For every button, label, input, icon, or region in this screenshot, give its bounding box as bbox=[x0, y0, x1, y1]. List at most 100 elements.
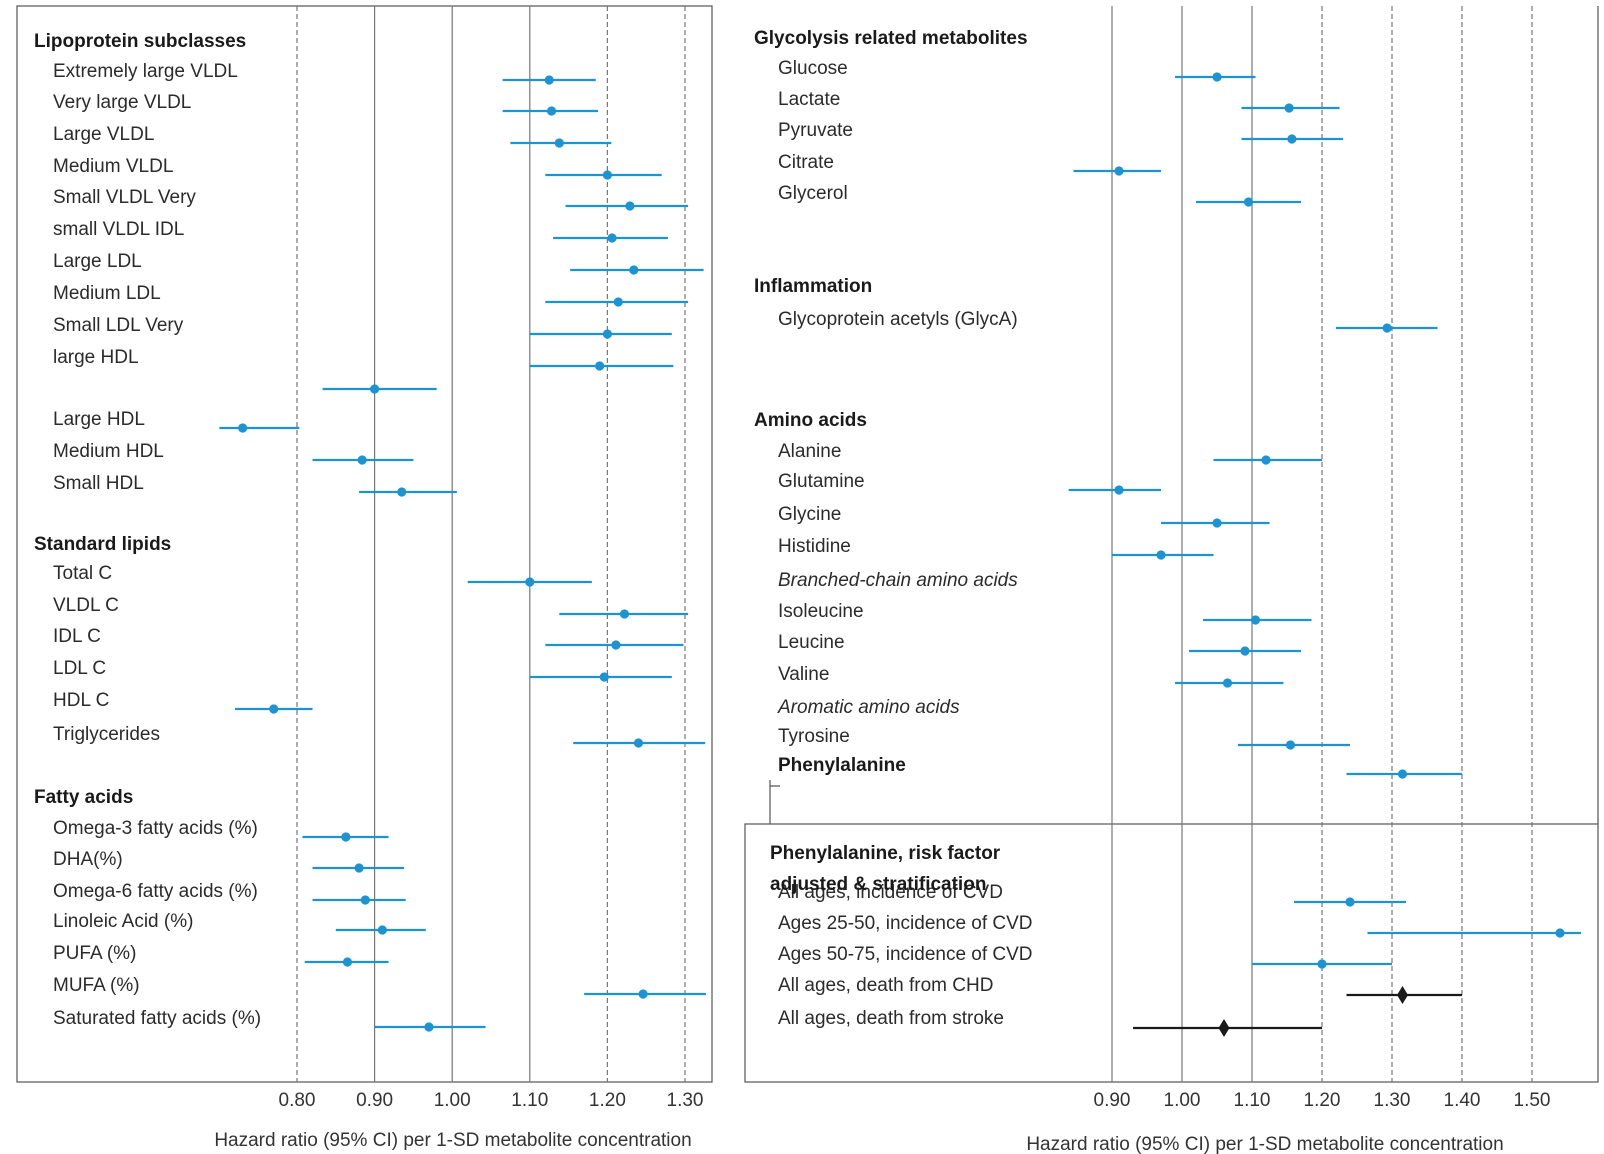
point-estimate-dot bbox=[1156, 550, 1166, 560]
point-estimate-dot bbox=[602, 170, 613, 180]
row-label: Triglycerides bbox=[53, 724, 160, 745]
row-label: All ages, incidence of CVD bbox=[778, 882, 1003, 903]
point-estimate-dot bbox=[360, 895, 370, 905]
row-label: Large LDL bbox=[53, 251, 142, 272]
right-row-alanine: Alanine bbox=[778, 441, 1322, 465]
left-row-idl-c: IDL C bbox=[53, 626, 684, 650]
point-estimate-dot bbox=[525, 577, 535, 587]
left-tick-label: 0.80 bbox=[279, 1090, 316, 1111]
inset-title-line-1: Phenylalanine, risk factor bbox=[770, 843, 1001, 864]
left-gridlines bbox=[296, 6, 686, 1082]
row-label: Medium VLDL bbox=[53, 156, 173, 177]
row-label: LDL C bbox=[53, 658, 106, 679]
right-row-amino-acids: Amino acids bbox=[754, 410, 867, 431]
subsection-header: Aromatic amino acids bbox=[777, 697, 960, 718]
section-header: Fatty acids bbox=[34, 787, 133, 808]
point-estimate-dot bbox=[269, 704, 279, 714]
row-label: Glycine bbox=[778, 504, 841, 525]
row-label: large HDL bbox=[53, 347, 139, 368]
inset-row-all-ages-death-from-stroke: All ages, death from stroke bbox=[778, 1008, 1322, 1037]
left-row-large-ldl: Large LDL bbox=[53, 251, 704, 275]
point-estimate-dot bbox=[397, 487, 407, 497]
point-estimate-dot bbox=[370, 384, 380, 394]
inset-row-all-ages-death-from-chd: All ages, death from CHD bbox=[778, 975, 1462, 1004]
row-label: Omega-6 fatty acids (%) bbox=[53, 881, 258, 902]
inset-title-line-2: adjusted & stratification bbox=[770, 874, 986, 895]
inset-panel-rows: All ages, incidence of CVD Ages 25-50, in… bbox=[778, 882, 1581, 1037]
point-estimate-dot bbox=[633, 738, 644, 748]
point-estimate-dot bbox=[1243, 197, 1254, 207]
row-label: Omega-3 fatty acids (%) bbox=[53, 818, 258, 839]
right-row-tyrosine: Tyrosine bbox=[778, 726, 1350, 750]
point-estimate-dot bbox=[1285, 740, 1296, 750]
left-row-small-ldl-very: Small LDL Very bbox=[53, 315, 672, 339]
row-label: Extremely large VLDL bbox=[53, 61, 238, 82]
row-label: Medium LDL bbox=[53, 283, 161, 304]
point-estimate-dot bbox=[342, 957, 353, 967]
row-label: All ages, death from stroke bbox=[778, 1008, 1004, 1029]
point-estimate-dot bbox=[1345, 897, 1355, 907]
right-axis-ticks: 0.90 1.00 1.10 1.20 1.30 1.40 1.50 bbox=[1094, 1090, 1551, 1111]
right-tick-label: 0.90 bbox=[1094, 1090, 1131, 1111]
point-estimate-dot bbox=[595, 361, 605, 371]
row-label: Phenylalanine bbox=[778, 755, 906, 776]
row-label: DHA(%) bbox=[53, 849, 123, 870]
row-label: Valine bbox=[778, 664, 829, 685]
left-row-fatty-acids: Fatty acids bbox=[34, 787, 133, 808]
row-label: IDL C bbox=[53, 626, 101, 647]
left-panel-rows: Lipoprotein subclasses Extremely large VL… bbox=[34, 31, 706, 1032]
left-row-medium-ldl: Medium LDL bbox=[53, 283, 689, 307]
right-row-histidine: Histidine bbox=[778, 536, 1214, 560]
row-label: Total C bbox=[53, 563, 112, 584]
inset-row-all-ages-incidence-of-cvd: All ages, incidence of CVD bbox=[778, 882, 1406, 907]
point-estimate-dot bbox=[1261, 455, 1271, 465]
point-estimate-dot bbox=[377, 925, 387, 935]
row-label: small VLDL IDL bbox=[53, 219, 184, 240]
point-estimate-diamond bbox=[1218, 1019, 1230, 1037]
row-label: Alanine bbox=[778, 441, 841, 462]
row-label: Pyruvate bbox=[778, 120, 853, 141]
left-row-pufa: PUFA (%) bbox=[53, 943, 389, 967]
point-estimate-dot bbox=[625, 201, 635, 211]
inset-row-ages-25-50-incidence-of-cvd: Ages 25-50, incidence of CVD bbox=[778, 913, 1581, 938]
point-estimate-dot bbox=[611, 640, 621, 650]
right-row-pyruvate: Pyruvate bbox=[778, 120, 1343, 144]
point-estimate-dot bbox=[1397, 769, 1408, 779]
right-row-citrate: Citrate bbox=[778, 152, 1161, 176]
row-label: Small LDL Very bbox=[53, 315, 184, 336]
right-row-glycerol: Glycerol bbox=[778, 183, 1301, 207]
row-label: Ages 50-75, incidence of CVD bbox=[778, 944, 1033, 965]
left-row-large-hdl: Large HDL bbox=[53, 409, 300, 433]
row-label: Citrate bbox=[778, 152, 834, 173]
row-label: Saturated fatty acids (%) bbox=[53, 1008, 261, 1029]
left-row-extremely-large-vldl: Extremely large VLDL bbox=[53, 61, 596, 85]
point-estimate-dot bbox=[354, 863, 364, 873]
row-label: Small HDL bbox=[53, 473, 144, 494]
left-row-medium-vldl: Medium VLDL bbox=[53, 156, 662, 180]
row-label: Large VLDL bbox=[53, 124, 154, 145]
right-tick-label: 1.00 bbox=[1164, 1090, 1201, 1111]
left-axis-label: Hazard ratio (95% CI) per 1-SD metabolit… bbox=[214, 1130, 691, 1151]
point-estimate-dot bbox=[1114, 485, 1124, 495]
left-row-lipoprotein-subclasses: Lipoprotein subclasses bbox=[34, 31, 246, 52]
section-header: Standard lipids bbox=[34, 534, 171, 555]
left-row-hdl-c: HDL C bbox=[53, 690, 313, 714]
point-estimate-dot bbox=[619, 609, 630, 619]
left-tick-label: 1.10 bbox=[511, 1090, 548, 1111]
left-row-small-hdl: Small HDL bbox=[53, 473, 457, 497]
right-row-glutamine: Glutamine bbox=[778, 471, 1161, 495]
right-panel-rows: Glycolysis related metabolites Glucose Lac… bbox=[754, 28, 1462, 779]
row-label: MUFA (%) bbox=[53, 975, 140, 996]
left-row-triglycerides: Triglycerides bbox=[53, 724, 706, 748]
point-estimate-dot bbox=[554, 138, 564, 148]
right-tick-label: 1.10 bbox=[1234, 1090, 1271, 1111]
left-row-large-vldl: Large VLDL bbox=[53, 124, 612, 148]
point-estimate-diamond bbox=[1397, 986, 1408, 1004]
row-label: Histidine bbox=[778, 536, 851, 557]
row-label: Isoleucine bbox=[778, 601, 864, 622]
right-row-glucose: Glucose bbox=[778, 58, 1256, 82]
left-row-saturated-fatty-acids: Saturated fatty acids (%) bbox=[53, 1008, 486, 1032]
left-tick-label: 1.00 bbox=[434, 1090, 471, 1111]
right-row-glycine: Glycine bbox=[778, 504, 1270, 528]
